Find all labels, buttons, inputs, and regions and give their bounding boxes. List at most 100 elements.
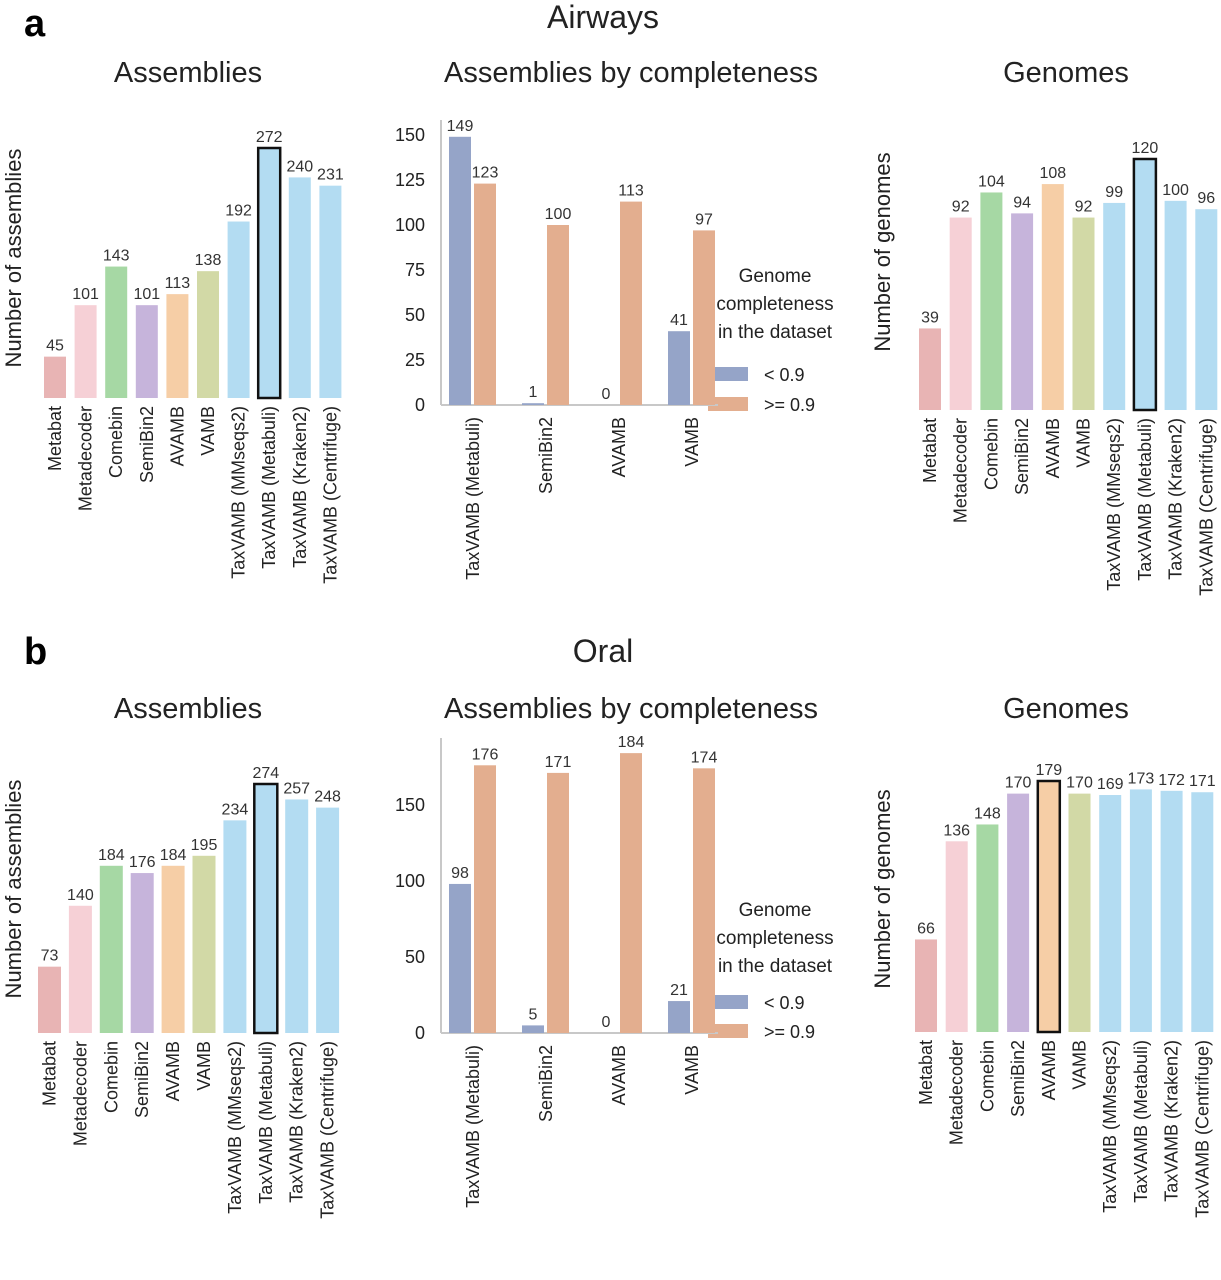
chart-title-a-genomes: Genomes [1003,57,1129,89]
value-label-a-comp-0-s0: 149 [447,118,474,135]
value-label-a-gen-9: 96 [1197,190,1215,207]
category-label-a-comp-2: AVAMB [609,417,629,477]
value-label-b-gen-8: 172 [1158,772,1185,789]
category-label-a-asm-8: TaxVAMB (Kraken2) [290,406,310,568]
category-label-a-gen-3: SemiBin2 [1012,418,1032,495]
category-label-b-asm-3: SemiBin2 [132,1041,152,1118]
chart-title-b-genomes: Genomes [1003,693,1129,725]
category-label-a-gen-5: VAMB [1074,418,1094,468]
bar-b-asm-3 [130,873,154,1033]
category-label-b-asm-8: TaxVAMB (Kraken2) [287,1041,307,1203]
bar-b-gen-4 [1036,779,1062,1034]
value-label-b-gen-6: 169 [1097,776,1124,793]
value-label-b-gen-0: 66 [917,920,935,937]
y-tick-b-comp-1: 50 [405,947,425,967]
legend-a-label-low: < 0.9 [764,365,805,385]
category-label-a-comp-0: TaxVAMB (Metabuli) [463,417,483,580]
bar-a-comp-1-s1 [547,225,569,405]
value-label-a-comp-3-s0: 41 [670,312,688,329]
value-label-a-comp-1-s1: 100 [545,206,572,223]
legend-a-title-line-3: in the dataset [718,322,833,343]
chart-title-a-assemblies: Assemblies [114,57,262,89]
chart-title-a-by-completeness: Assemblies by completeness [444,57,818,89]
value-label-a-gen-4: 108 [1039,165,1066,182]
chart-a-by-completeness: 0 25 50 75 100 125 150 149 123 TaxVAMB (Metabuli)… [395,118,718,580]
category-label-b-gen-7: TaxVAMB (Metabuli) [1131,1040,1151,1203]
bar-a-comp-0-s1 [474,183,496,405]
category-label-b-gen-9: TaxVAMB (Centrifuge) [1192,1040,1212,1218]
value-label-b-comp-0-s0: 98 [451,865,469,882]
bar-b-gen-9 [1191,792,1214,1032]
y-tick-a-comp-6: 150 [395,125,425,145]
value-label-b-comp-1-s1: 171 [545,754,572,771]
category-label-b-asm-6: TaxVAMB (MMseqs2) [225,1041,245,1214]
category-label-b-asm-2: Comebin [101,1041,121,1113]
bar-a-comp-0-s0 [449,136,471,406]
category-label-a-gen-7: TaxVAMB (Metabuli) [1135,418,1155,581]
legend-b-title-line-1: Genome [739,900,812,921]
legend-a-title-line-2: completeness [716,294,833,315]
chart-b-genomes: 66 Metabat 136 Metadecoder 148 Comebin 170 Semi… [915,762,1216,1218]
category-label-a-gen-9: TaxVAMB (Centrifuge) [1196,418,1216,596]
value-label-b-gen-1: 136 [943,822,970,839]
category-label-b-gen-4: AVAMB [1039,1040,1059,1100]
category-label-b-asm-4: AVAMB [163,1041,183,1101]
value-label-a-asm-4: 113 [165,275,191,292]
bar-b-asm-7 [253,782,279,1035]
panel-b-group-title: Oral [573,633,633,669]
category-label-a-gen-8: TaxVAMB (Kraken2) [1166,418,1186,580]
value-label-a-comp-2-s0: 0 [602,386,611,403]
value-label-b-asm-7: 274 [252,765,279,782]
category-label-b-asm-7: TaxVAMB (Metabuli) [256,1041,276,1204]
category-label-a-asm-4: AVAMB [167,406,187,466]
value-label-a-gen-6: 99 [1105,184,1123,201]
category-label-b-asm-1: Metadecoder [70,1041,90,1146]
category-label-b-comp-1: SemiBin2 [536,1045,556,1122]
value-label-a-comp-0-s1: 123 [472,165,499,182]
ylabel-a-genomes: Number of genomes [870,152,895,351]
category-label-a-gen-4: AVAMB [1043,418,1063,478]
bar-b-gen-1 [945,841,968,1032]
value-label-b-gen-3: 170 [1005,775,1032,792]
y-tick-a-comp-5: 125 [395,170,425,190]
bar-a-asm-4 [166,294,189,398]
bar-a-gen-5 [1072,217,1095,410]
legend-a-swatch-high [708,397,748,411]
value-label-a-asm-7: 272 [256,129,283,146]
legend-b: Genome completeness in the dataset < 0.9… [708,900,834,1042]
value-label-b-asm-4: 184 [160,847,187,864]
y-tick-a-comp-1: 25 [405,350,425,370]
bar-b-asm-1 [68,905,92,1033]
category-label-a-comp-3: VAMB [682,417,702,467]
category-label-b-asm-0: Metabat [40,1041,60,1106]
value-label-b-asm-8: 257 [283,780,310,797]
category-label-b-comp-0: TaxVAMB (Metabuli) [463,1045,483,1208]
bar-b-asm-6 [223,820,247,1033]
value-label-b-asm-1: 140 [67,887,94,904]
category-label-a-gen-0: Metabat [920,418,940,483]
value-label-a-comp-2-s1: 113 [618,183,644,200]
chart-a-genomes: 39 Metabat 92 Metadecoder 104 Comebin 94 SemiBi… [919,140,1218,596]
value-label-a-gen-3: 94 [1013,194,1031,211]
value-label-a-asm-3: 101 [133,286,160,303]
category-label-b-asm-9: TaxVAMB (Centrifuge) [318,1041,338,1219]
legend-b-swatch-low [708,995,748,1009]
value-label-b-comp-3-s0: 21 [670,982,688,999]
value-label-a-gen-0: 39 [921,309,939,326]
bar-a-gen-7 [1132,157,1158,412]
value-label-a-gen-5: 92 [1075,199,1093,216]
bar-b-gen-2 [976,824,999,1032]
bar-a-comp-3-s1 [693,230,715,405]
legend-b-title-line-2: completeness [716,928,833,949]
chart-title-b-by-completeness: Assemblies by completeness [444,693,818,725]
chart-a-assemblies: 45 Metabat 101 Metadecoder 143 Comebin 101 Semi… [44,129,344,584]
category-label-a-asm-9: TaxVAMB (Centrifuge) [320,406,340,584]
legend-b-swatch-high [708,1024,748,1038]
category-label-a-asm-6: TaxVAMB (MMseqs2) [229,406,249,579]
value-label-b-asm-0: 73 [41,948,59,965]
value-label-a-asm-1: 101 [72,286,99,303]
category-label-b-asm-5: VAMB [194,1041,214,1091]
bar-b-gen-6 [1099,795,1122,1032]
bar-a-gen-9 [1195,209,1218,410]
